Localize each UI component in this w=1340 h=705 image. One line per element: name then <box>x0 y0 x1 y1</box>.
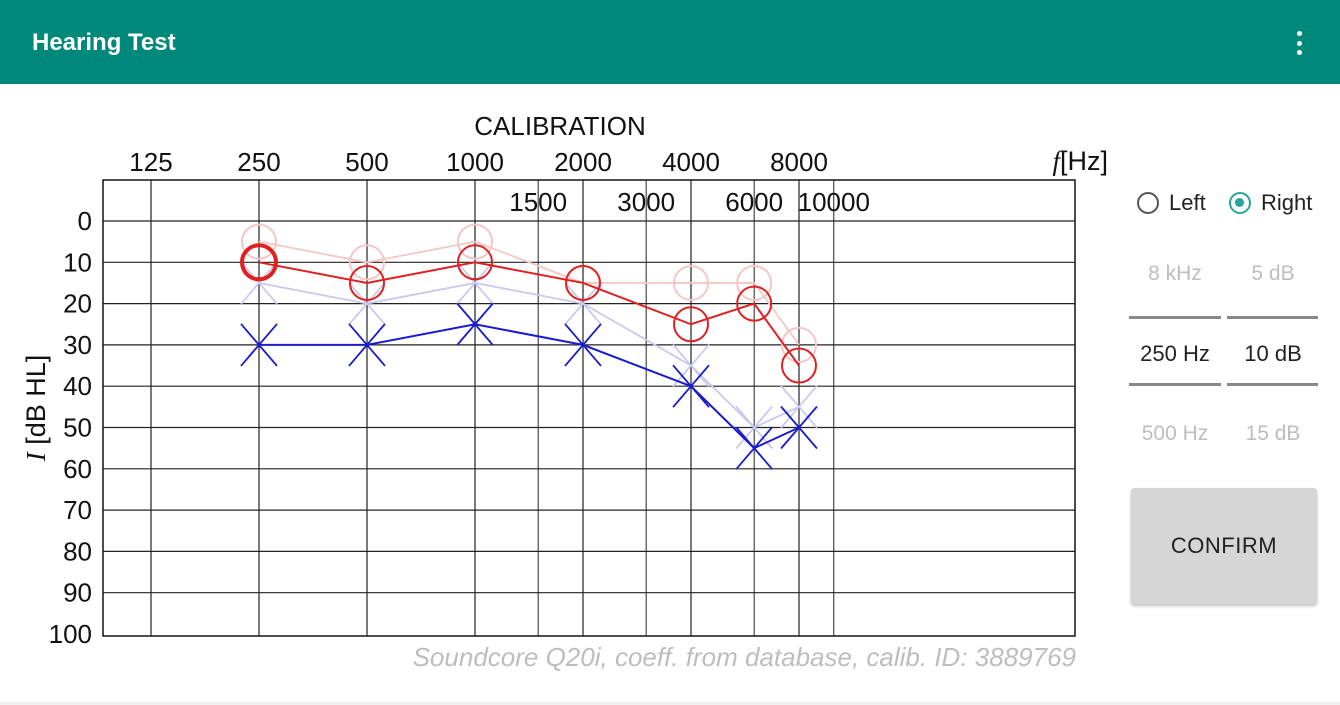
x-tick-label-500: 500 <box>345 147 388 177</box>
level-picker-divider-bottom <box>1227 383 1318 386</box>
point-left-reference-2000 <box>564 282 602 326</box>
point-right-reference-1000 <box>457 223 493 260</box>
bottom-divider <box>0 702 1340 705</box>
radio-right-indicator[interactable] <box>1229 192 1251 214</box>
point-left-current-6000 <box>735 426 773 470</box>
x-tick-label-8000: 8000 <box>770 147 828 177</box>
x-tick-label-3000: 3000 <box>617 187 675 217</box>
point-left-current-250 <box>240 323 278 367</box>
point-right-current-8000 <box>781 347 817 384</box>
confirm-button[interactable]: CONFIRM <box>1131 488 1317 604</box>
point-left-current-500 <box>348 323 386 367</box>
y-tick-label-20: 20 <box>63 289 92 319</box>
y-tick-label-10: 10 <box>63 247 92 277</box>
point-left-current-1000 <box>456 302 494 346</box>
point-left-reference-6000 <box>735 405 773 450</box>
y-tick-label-90: 90 <box>63 578 92 608</box>
radio-left-label: Left <box>1169 190 1206 215</box>
point-left-reference-250 <box>240 261 278 305</box>
frequency-option-above[interactable]: 8 kHz <box>1148 262 1202 285</box>
x-tick-label-250: 250 <box>237 147 280 177</box>
y-tick-label-50: 50 <box>63 413 92 443</box>
app-bar: Hearing Test <box>0 0 1340 84</box>
level-option-above[interactable]: 5 dB <box>1251 262 1295 285</box>
app-title: Hearing Test <box>32 29 176 56</box>
point-left-reference-8000 <box>780 385 818 429</box>
y-tick-label-80: 80 <box>63 536 92 566</box>
x-axis-label: f[Hz] <box>1052 146 1108 176</box>
y-tick-label-30: 30 <box>63 330 92 360</box>
frequency-picker-divider-bottom <box>1129 383 1221 386</box>
point-right-reference-8000 <box>781 326 817 363</box>
level-picker-divider-top <box>1227 316 1318 319</box>
point-right-current-6000 <box>736 285 773 322</box>
x-tick-label-125: 125 <box>129 147 172 177</box>
y-tick-label-60: 60 <box>63 454 92 484</box>
point-left-current-4000 <box>672 364 710 408</box>
point-left-current-2000 <box>564 323 602 367</box>
level-option-below[interactable]: 15 dB <box>1245 422 1301 445</box>
point-right-reference-6000 <box>736 264 773 301</box>
frequency-option-below[interactable]: 500 Hz <box>1141 422 1209 445</box>
radio-right-label: Right <box>1261 190 1313 215</box>
point-right-reference-4000 <box>673 264 709 301</box>
radio-right-ear[interactable]: Right <box>1229 188 1312 218</box>
y-tick-label-40: 40 <box>63 371 92 401</box>
series-line-right-current <box>258 261 800 367</box>
x-tick-label-10000: 10000 <box>798 187 870 217</box>
x-tick-label-6000: 6000 <box>725 187 783 217</box>
point-right-current-2000 <box>565 264 601 301</box>
radio-left-indicator[interactable] <box>1137 192 1159 214</box>
frequency-picker-divider-top <box>1129 316 1221 319</box>
point-left-reference-1000 <box>456 261 494 305</box>
point-right-current-4000 <box>673 306 709 343</box>
x-tick-label-4000: 4000 <box>662 147 720 177</box>
frequency-option-selected[interactable]: 250 Hz <box>1140 341 1210 366</box>
calibration-note: Soundcore Q20i, coeff. from database, ca… <box>412 642 1076 672</box>
x-tick-label-2000: 2000 <box>554 147 612 177</box>
point-right-current-500 <box>349 264 385 301</box>
x-tick-label-1500: 1500 <box>509 187 567 217</box>
radio-left-ear[interactable]: Left <box>1137 188 1206 218</box>
level-option-selected[interactable]: 10 dB <box>1244 341 1302 366</box>
overflow-menu-icon[interactable] <box>1284 28 1314 58</box>
y-tick-label-70: 70 <box>63 495 92 525</box>
y-tick-label-100: 100 <box>49 619 92 649</box>
x-tick-label-1000: 1000 <box>446 147 504 177</box>
y-axis-label: I [dB HL] <box>21 355 51 463</box>
selected-point-highlight <box>240 243 278 282</box>
point-right-reference-250 <box>241 223 277 260</box>
point-right-reference-500 <box>349 244 385 281</box>
point-left-reference-500 <box>348 282 386 326</box>
chart-title: CALIBRATION <box>474 111 645 141</box>
point-right-current-1000 <box>457 244 493 281</box>
point-left-current-8000 <box>780 405 818 450</box>
chart-frame <box>102 179 1076 637</box>
y-tick-label-0: 0 <box>78 206 92 236</box>
point-left-reference-4000 <box>672 343 710 388</box>
